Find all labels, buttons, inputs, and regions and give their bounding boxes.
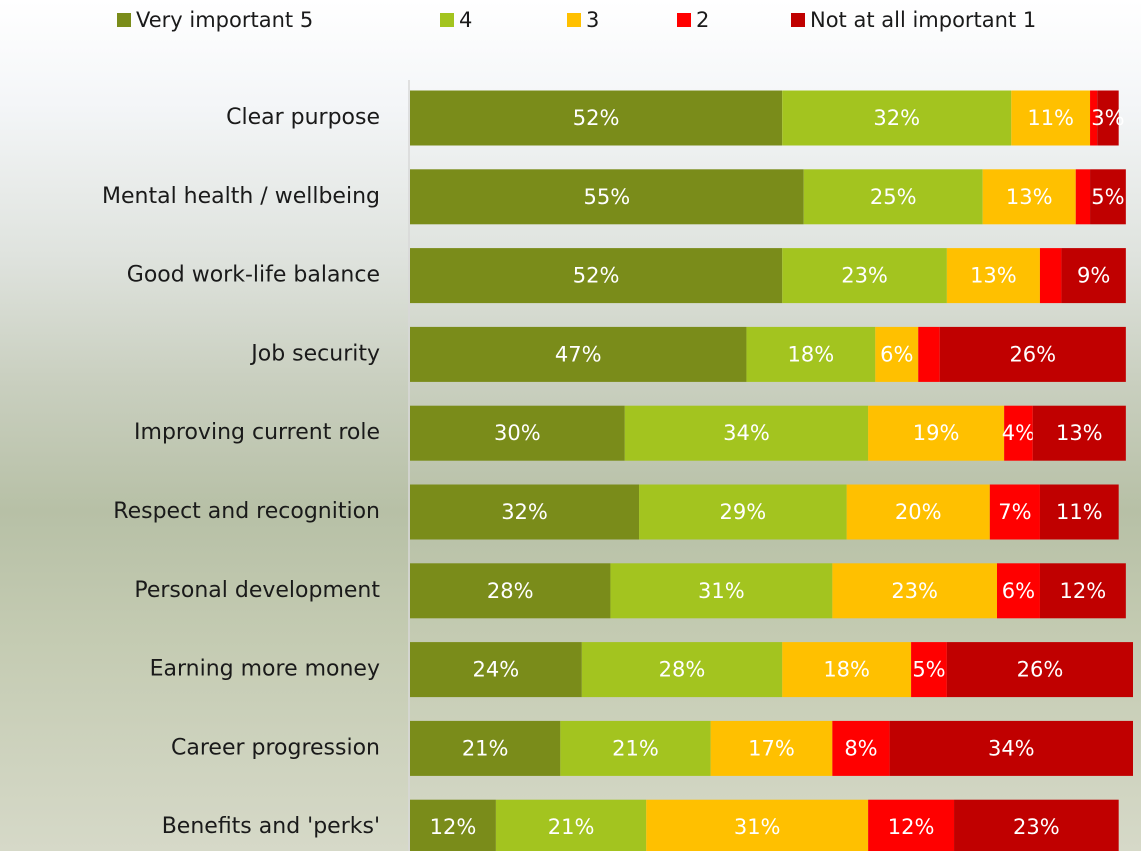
value-label: 26% xyxy=(1009,342,1056,366)
value-label: 11% xyxy=(1056,500,1103,524)
value-label: 29% xyxy=(720,500,767,524)
value-label: 26% xyxy=(1017,658,1064,682)
chart: Very important 5 4 3 2 Not at all important … xyxy=(0,0,1141,851)
value-label: 24% xyxy=(473,658,520,682)
bar-segment xyxy=(1076,169,1090,224)
value-label: 34% xyxy=(988,736,1035,760)
legend-swatch xyxy=(117,13,131,27)
value-label: 52% xyxy=(573,106,620,130)
value-label: 17% xyxy=(748,736,795,760)
legend-swatch xyxy=(677,13,691,27)
value-label: 7% xyxy=(998,500,1031,524)
bar-segment xyxy=(1040,248,1061,303)
legend-label: Very important 5 xyxy=(136,8,313,32)
category-label: Career progression xyxy=(171,735,380,760)
value-label: 4% xyxy=(1002,421,1035,445)
page: {"chart_data": {"type": "stacked-bar-hor… xyxy=(0,0,1141,851)
value-label: 23% xyxy=(891,579,938,603)
value-label: 20% xyxy=(895,500,942,524)
value-label: 31% xyxy=(734,815,781,839)
value-label: 28% xyxy=(487,579,534,603)
legend-swatch xyxy=(791,13,805,27)
value-label: 12% xyxy=(1060,579,1107,603)
value-label: 18% xyxy=(788,342,835,366)
value-label: 5% xyxy=(1091,185,1124,209)
value-label: 18% xyxy=(823,658,870,682)
value-label: 5% xyxy=(912,658,945,682)
value-label: 34% xyxy=(723,421,770,445)
value-label: 9% xyxy=(1077,264,1110,288)
value-label: 32% xyxy=(501,500,548,524)
value-label: 31% xyxy=(698,579,745,603)
value-label: 28% xyxy=(659,658,706,682)
category-label: Job security xyxy=(249,341,380,366)
value-label: 52% xyxy=(573,264,620,288)
value-label: 6% xyxy=(1002,579,1035,603)
value-label: 23% xyxy=(1013,815,1060,839)
value-label: 55% xyxy=(584,185,631,209)
category-label: Good work-life balance xyxy=(127,263,380,288)
value-label: 19% xyxy=(913,421,960,445)
value-label: 23% xyxy=(841,264,888,288)
value-label: 25% xyxy=(870,185,917,209)
category-label: Benefits and 'perks' xyxy=(162,814,380,839)
legend-swatch xyxy=(567,13,581,27)
value-label: 12% xyxy=(430,815,477,839)
legend-label: 4 xyxy=(459,8,472,32)
value-label: 21% xyxy=(612,736,659,760)
category-label: Mental health / wellbeing xyxy=(102,184,380,209)
category-label: Respect and recognition xyxy=(113,499,380,524)
value-label: 3% xyxy=(1091,106,1124,130)
category-label: Personal development xyxy=(134,578,380,603)
value-label: 32% xyxy=(873,106,920,130)
bar-segment xyxy=(918,327,939,382)
value-label: 8% xyxy=(844,736,877,760)
value-label: 21% xyxy=(462,736,509,760)
value-label: 12% xyxy=(888,815,935,839)
value-label: 6% xyxy=(880,342,913,366)
value-label: 21% xyxy=(548,815,595,839)
value-label: 13% xyxy=(1056,421,1103,445)
legend-label: 2 xyxy=(696,8,709,32)
category-label: Clear purpose xyxy=(226,105,380,130)
value-label: 13% xyxy=(970,264,1017,288)
value-label: 11% xyxy=(1027,106,1074,130)
legend-label: Not at all important 1 xyxy=(810,8,1036,32)
value-label: 47% xyxy=(555,342,602,366)
category-label: Earning more money xyxy=(150,657,380,682)
value-label: 30% xyxy=(494,421,541,445)
value-label: 13% xyxy=(1006,185,1053,209)
legend-swatch xyxy=(440,13,454,27)
category-label: Improving current role xyxy=(134,420,380,445)
legend-label: 3 xyxy=(586,8,599,32)
